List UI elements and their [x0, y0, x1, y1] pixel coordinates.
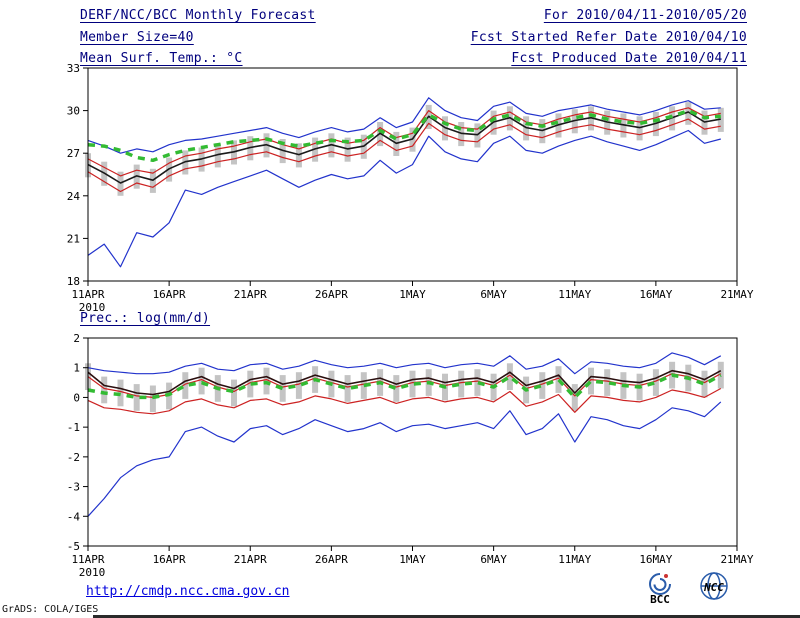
svg-text:24: 24 [67, 190, 81, 203]
svg-text:16APR: 16APR [153, 553, 186, 566]
svg-text:-1: -1 [67, 421, 80, 434]
svg-text:18: 18 [67, 275, 80, 288]
svg-text:11APR: 11APR [71, 288, 104, 301]
refer-date: Fcst Started Refer Date 2010/04/10 [470, 30, 747, 45]
svg-text:16MAY: 16MAY [639, 553, 672, 566]
svg-text:-4: -4 [67, 510, 81, 523]
svg-text:1: 1 [73, 362, 80, 375]
axes: -5 -4 -3 -2 -1 0 1 2 11APR 16APR 21APR 26APR 1MAY 6MA… [67, 332, 754, 579]
svg-text:6MAY: 6MAY [480, 553, 507, 566]
svg-text:21APR: 21APR [234, 288, 267, 301]
globe-icon [700, 572, 728, 600]
member-size: Member Size=40 [80, 30, 194, 45]
window-bottom-edge [93, 615, 800, 618]
svg-text:11MAY: 11MAY [558, 288, 591, 301]
ncc-logo-text: NCC [703, 581, 724, 594]
svg-text:6MAY: 6MAY [480, 288, 507, 301]
svg-text:21: 21 [67, 232, 80, 245]
svg-text:21MAY: 21MAY [720, 288, 753, 301]
svg-text:2010: 2010 [79, 566, 106, 579]
svg-text:1MAY: 1MAY [399, 553, 426, 566]
bcc-swirl-icon [649, 573, 671, 595]
series-ensemble-max [87, 352, 722, 375]
forecast-range: For 2010/04/11-2010/05/20 [543, 8, 747, 23]
precipitation-chart: -5 -4 -3 -2 -1 0 1 2 11APR 16APR 21APR 26APR 1MAY 6MA… [67, 332, 754, 579]
axes: 18 21 24 27 30 33 11APR 16APR 21APR 26APR 1MAY 6MAY… [67, 62, 754, 314]
svg-text:33: 33 [67, 62, 80, 75]
svg-text:26APR: 26APR [315, 553, 348, 566]
series-ensemble-min [87, 401, 722, 517]
svg-text:-2: -2 [67, 451, 80, 464]
series-ensemble-max [87, 97, 721, 154]
bcc-logo-text: BCC [650, 593, 670, 605]
page-title: DERF/NCC/BCC Monthly Forecast [80, 8, 316, 23]
svg-text:30: 30 [67, 105, 80, 118]
series-climatology [87, 108, 721, 163]
svg-text:0: 0 [73, 391, 80, 404]
bcc-logo: BCC [649, 573, 671, 605]
series-ensemble-min [87, 129, 721, 268]
grads-credit: GrADS: COLA/IGES [2, 604, 99, 615]
svg-text:-5: -5 [67, 540, 80, 553]
series-climatology [87, 373, 722, 400]
svg-text:26APR: 26APR [315, 288, 348, 301]
svg-text:2010: 2010 [79, 301, 106, 314]
svg-text:16APR: 16APR [153, 288, 186, 301]
site-url-link[interactable]: http://cmdp.ncc.cma.gov.cn [86, 584, 290, 599]
temperature-chart: 18 21 24 27 30 33 11APR 16APR 21APR 26APR 1MAY 6MAY… [67, 62, 754, 314]
svg-text:21APR: 21APR [234, 553, 267, 566]
series-lower-quartile [87, 387, 722, 415]
precip-chart-title: Prec.: log(mm/d) [80, 311, 211, 326]
spread-bars [85, 102, 724, 196]
produced-date: Fcst Produced Date 2010/04/11 [511, 51, 747, 66]
svg-text:2: 2 [73, 332, 80, 345]
svg-text:27: 27 [67, 147, 80, 160]
ncc-logo: NCC [700, 572, 728, 600]
series-ensemble-mean [87, 111, 721, 184]
svg-text:-3: -3 [67, 481, 80, 494]
series-lower-quartile [87, 118, 721, 193]
temp-chart-title: Mean Surf. Temp.: °C [80, 51, 243, 66]
svg-text:1MAY: 1MAY [399, 288, 426, 301]
svg-text:21MAY: 21MAY [720, 553, 753, 566]
svg-text:11MAY: 11MAY [558, 553, 591, 566]
svg-text:11APR: 11APR [71, 553, 104, 566]
svg-text:16MAY: 16MAY [639, 288, 672, 301]
series-ensemble-mean [87, 369, 722, 396]
bcc-sun-dot [664, 574, 668, 578]
